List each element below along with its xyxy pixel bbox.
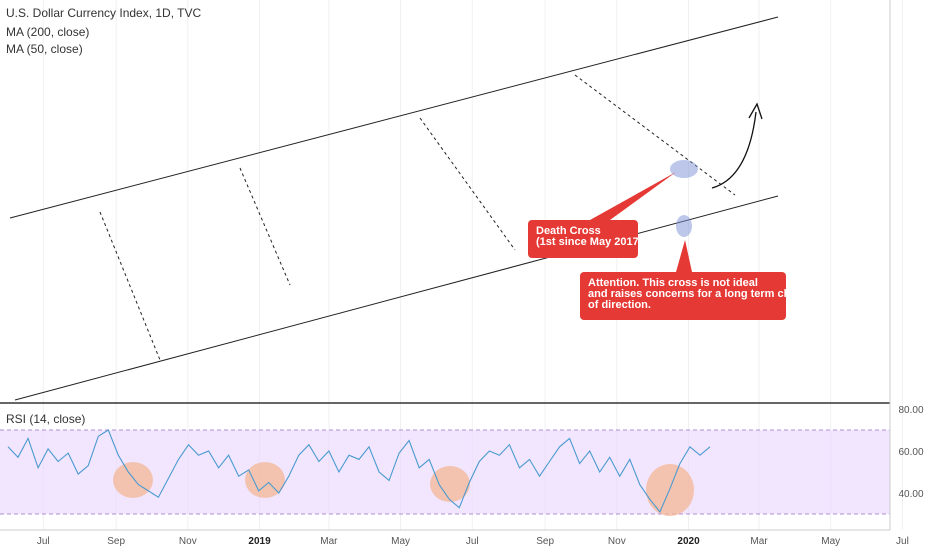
callout-text: (1st since May 2017): [536, 236, 643, 248]
callout-text: Death Cross: [536, 225, 601, 237]
channel-lower: [14, 195, 779, 401]
ma50-legend: MA (50, close): [6, 42, 83, 56]
rsi-highlight-ellipse: [113, 462, 153, 498]
callout-box: [528, 220, 638, 258]
time-axis-tick: Mar: [320, 536, 338, 547]
dashed-trendline: [99, 211, 161, 361]
time-axis-tick: Jul: [466, 536, 479, 547]
callout-text: Attention. This cross is not ideal: [588, 277, 758, 289]
callout-tail: [676, 240, 692, 272]
time-axis-tick: May: [821, 536, 840, 547]
channel-upper: [9, 16, 779, 219]
rsi-axis-tick: 80.00: [898, 405, 923, 416]
time-axis-tick: Nov: [608, 536, 626, 547]
time-axis-tick: 2020: [677, 536, 700, 547]
time-axis-tick: Mar: [750, 536, 768, 547]
rsi-legend: RSI (14, close): [6, 412, 86, 426]
time-axis-tick: 2019: [248, 536, 271, 547]
time-axis-tick: Jul: [37, 536, 50, 547]
time-axis-tick: Sep: [107, 536, 125, 547]
ma200-legend: MA (200, close): [6, 25, 90, 39]
time-axis-tick: Jul: [896, 536, 909, 547]
rsi-highlight-ellipse: [430, 466, 470, 502]
time-axis-tick: Nov: [179, 536, 197, 547]
callout-text: of direction.: [588, 299, 651, 311]
chart-title: U.S. Dollar Currency Index, 1D, TVC: [6, 6, 202, 20]
callout-tail: [590, 172, 676, 220]
rsi-axis-tick: 40.00: [898, 489, 923, 500]
projection-arrow: [711, 111, 757, 189]
callout-box: [580, 272, 786, 320]
projection-arrow-head: [748, 102, 763, 120]
time-axis-tick: May: [391, 536, 410, 547]
rsi-highlight-ellipse: [646, 464, 694, 516]
callout-text: and raises concerns for a long term chan…: [588, 288, 816, 300]
rsi-axis-tick: 60.00: [898, 447, 923, 458]
rsi-line: [7, 429, 711, 513]
time-axis-tick: Sep: [536, 536, 554, 547]
death-cross-marker: [670, 160, 698, 178]
low-marker: [676, 215, 692, 237]
